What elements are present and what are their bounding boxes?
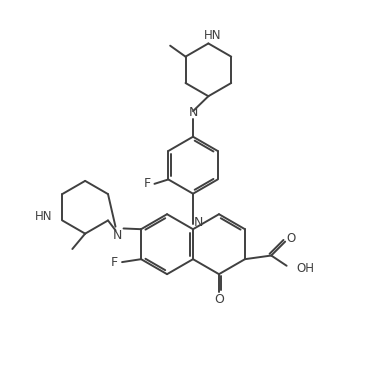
Text: OH: OH bbox=[297, 262, 315, 275]
Text: F: F bbox=[143, 177, 151, 190]
Text: N: N bbox=[194, 216, 203, 229]
Text: HN: HN bbox=[34, 210, 52, 223]
Text: F: F bbox=[110, 256, 117, 269]
Text: O: O bbox=[287, 232, 296, 245]
Text: N: N bbox=[188, 106, 198, 119]
Text: O: O bbox=[214, 293, 224, 306]
Text: HN: HN bbox=[204, 29, 222, 42]
Text: N: N bbox=[112, 229, 121, 242]
